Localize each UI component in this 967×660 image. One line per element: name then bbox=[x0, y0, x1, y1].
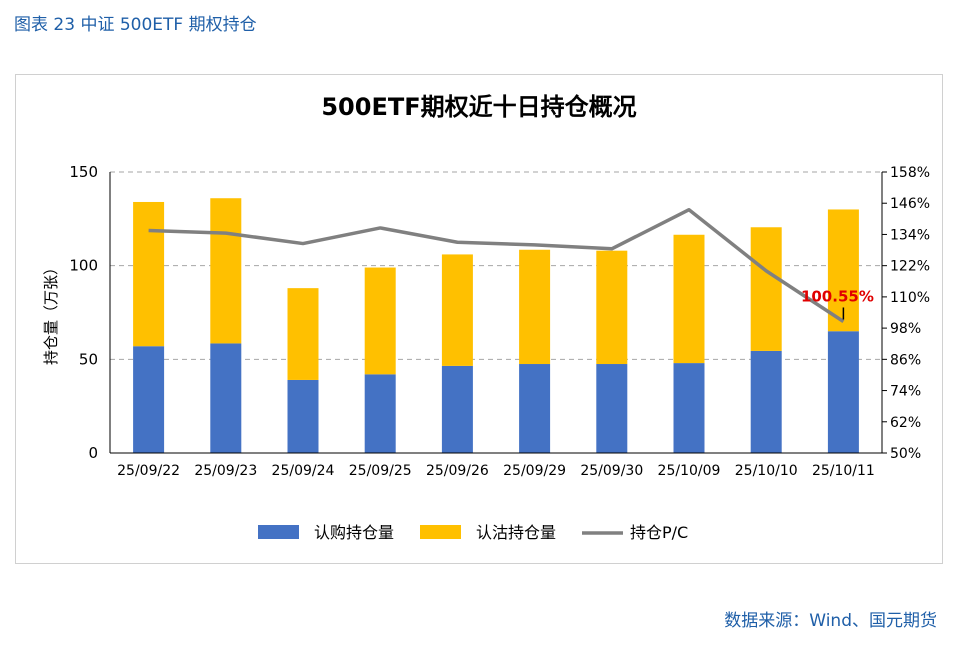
y2-tick-label: 134% bbox=[890, 227, 930, 243]
x-tick-label: 25/09/29 bbox=[503, 463, 566, 479]
y-tick-label: 100 bbox=[69, 257, 98, 275]
call-bar bbox=[827, 331, 859, 453]
chart-svg: 500ETF期权近十日持仓概况 100.55% 0 50 100 150 50% 62% 7… bbox=[42, 93, 930, 542]
x-tick-label: 25/09/24 bbox=[272, 463, 335, 479]
y2-tick-label: 98% bbox=[890, 321, 921, 337]
y2-tick-label: 110% bbox=[890, 290, 930, 306]
put-bar bbox=[596, 250, 628, 365]
x-tick-label: 25/09/30 bbox=[580, 463, 643, 479]
legend-swatch-call bbox=[258, 525, 299, 539]
y2-tick-label: 122% bbox=[890, 259, 930, 275]
call-bar bbox=[441, 365, 473, 453]
put-bar bbox=[210, 198, 242, 344]
call-bar bbox=[750, 350, 782, 453]
bars bbox=[133, 198, 859, 453]
legend: 认购持仓量 认沽持仓量 持仓P/C bbox=[258, 523, 688, 542]
call-bar bbox=[673, 363, 705, 453]
put-bar bbox=[750, 227, 782, 351]
chart-title: 500ETF期权近十日持仓概况 bbox=[321, 93, 636, 121]
x-tick-label: 25/09/22 bbox=[117, 463, 180, 479]
figure-label: 图表 23 中证 500ETF 期权持仓 bbox=[14, 15, 257, 35]
call-bar bbox=[519, 364, 551, 453]
source-note: 数据来源：Wind、国元期货 bbox=[724, 611, 937, 631]
put-bar bbox=[364, 267, 396, 375]
x-tick-label: 25/09/23 bbox=[194, 463, 257, 479]
call-bar bbox=[287, 379, 319, 453]
put-bar bbox=[519, 249, 551, 365]
call-bar bbox=[364, 374, 396, 453]
x-tick-label: 25/09/25 bbox=[349, 463, 412, 479]
y2-tick-label: 62% bbox=[890, 415, 921, 431]
put-bar bbox=[287, 288, 319, 380]
legend-label-call: 认购持仓量 bbox=[314, 523, 394, 542]
legend-swatch-put bbox=[420, 525, 461, 539]
annotation-label: 100.55% bbox=[801, 287, 874, 305]
pc-line-group: 100.55% bbox=[148, 207, 874, 323]
y2-tick-label: 50% bbox=[890, 446, 921, 462]
call-bar bbox=[133, 346, 165, 453]
legend-label-put: 认沽持仓量 bbox=[476, 523, 556, 542]
x-tick-label: 25/10/09 bbox=[658, 463, 721, 479]
y2-tick-label: 146% bbox=[890, 196, 930, 212]
pc-line bbox=[148, 207, 845, 323]
y2-tick-label: 158% bbox=[890, 165, 930, 181]
y2-tick-label: 74% bbox=[890, 384, 921, 400]
y-tick-label: 50 bbox=[79, 350, 98, 368]
call-bar bbox=[596, 364, 628, 453]
tick-labels: 0 50 100 150 50% 62% 74% 86% 98% 110% 122% 134% 146%… bbox=[42, 163, 930, 479]
legend-label-pc: 持仓P/C bbox=[630, 523, 688, 542]
y-tick-label: 0 bbox=[88, 444, 98, 462]
chart-frame: 500ETF期权近十日持仓概况 100.55% 0 50 100 150 50% 62% 7… bbox=[15, 74, 943, 564]
x-tick-label: 25/09/26 bbox=[426, 463, 489, 479]
call-bar bbox=[210, 343, 242, 453]
y-tick-label: 150 bbox=[69, 163, 98, 181]
put-bar bbox=[673, 234, 705, 364]
put-bar bbox=[441, 254, 473, 366]
put-bar bbox=[133, 201, 165, 347]
y-axis-label: 持仓量（万张） bbox=[42, 260, 60, 365]
axes bbox=[109, 171, 887, 454]
x-tick-label: 25/10/10 bbox=[735, 463, 798, 479]
x-tick-label: 25/10/11 bbox=[812, 463, 875, 479]
y2-tick-label: 86% bbox=[890, 352, 921, 368]
